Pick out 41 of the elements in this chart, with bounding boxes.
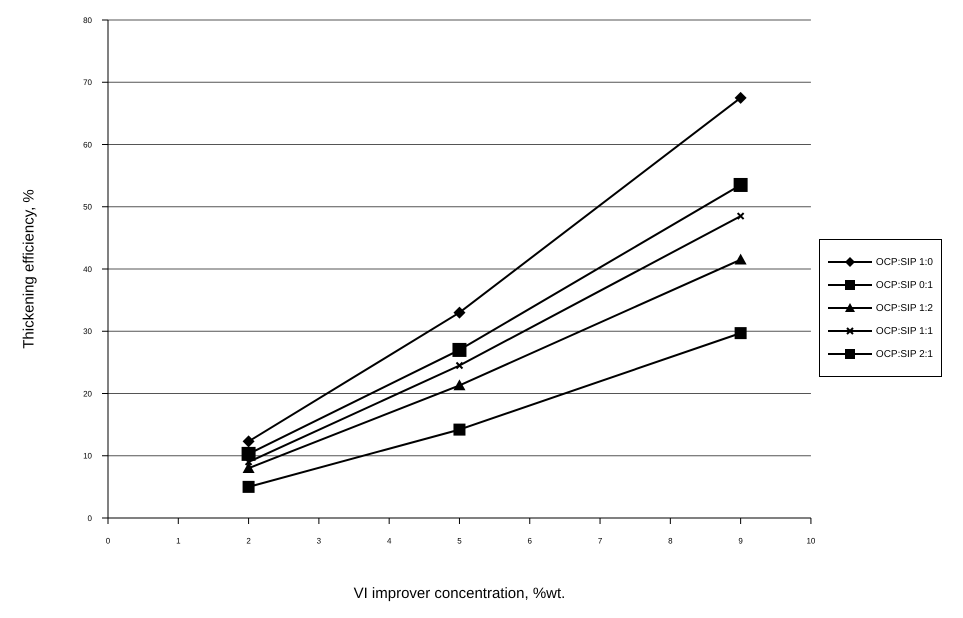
legend-label: OCP:SIP 1:2 [876,302,933,314]
point [736,212,745,220]
x-tick-label: 4 [386,536,392,546]
y-tick-label: 60 [83,140,93,150]
x-tick-label: 10 [806,536,816,546]
x-axis-title: VI improver concentration, %wt. [354,585,566,602]
x-tick-label: 8 [668,536,674,546]
legend-label: OCP:SIP 0:1 [876,280,933,290]
y-tick-label: 70 [83,78,93,88]
x-tick-label: 3 [316,536,322,546]
point [734,254,747,264]
y-tick-label: 20 [83,389,93,398]
y-tick-label: 50 [83,202,93,212]
y-axis-title: Thickening efficiency, % [20,189,38,349]
point [242,446,256,461]
point [734,327,747,340]
legend-label: OCP:SIP 1:1 [876,326,933,336]
x-tick-label: 6 [528,536,533,546]
legend-label: OCP:SIP 1:0 [876,256,933,268]
x-tick-label: 1 [176,536,182,546]
y-tick-label: 10 [83,452,93,461]
x-tick-label: 7 [598,536,603,546]
y-tick-label: 30 [83,327,93,336]
point [455,361,464,370]
point [453,306,466,319]
x-tick-label: 9 [738,536,744,546]
y-tick-label: 80 [83,16,93,25]
x-tick-label: 2 [246,536,252,546]
point [734,92,747,104]
point [453,379,466,390]
y-tick-label: 0 [88,514,93,523]
point [242,462,255,473]
x-tick-label: 5 [457,536,462,546]
point [452,342,466,357]
legend-label: OCP:SIP 2:1 [876,348,933,360]
point [242,435,255,448]
y-tick-label: 40 [83,264,93,274]
point [453,424,466,436]
point [734,178,748,192]
x-tick-label: 0 [106,536,111,546]
point [242,480,255,493]
